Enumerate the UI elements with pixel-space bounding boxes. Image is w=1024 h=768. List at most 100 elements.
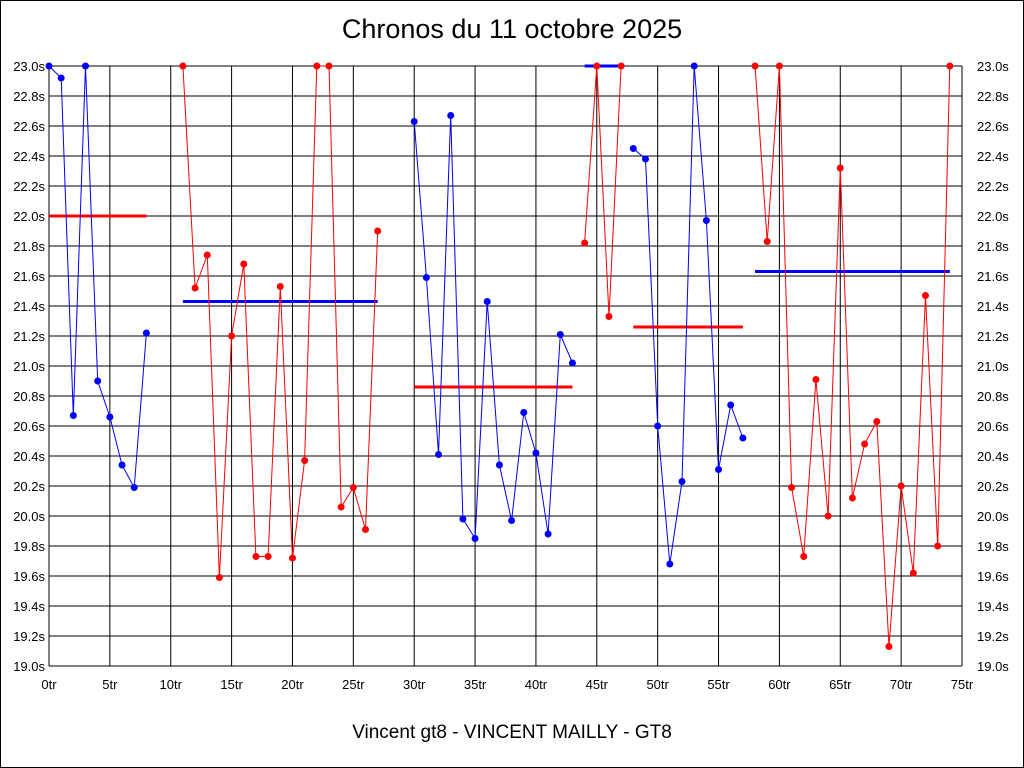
data-point: [106, 413, 114, 421]
data-point: [715, 466, 723, 473]
data-point: [325, 62, 333, 70]
data-point: [94, 377, 102, 385]
data-point: [301, 457, 309, 464]
data-point: [556, 331, 564, 338]
y-tick-label-right: 21.6s: [977, 269, 1009, 284]
y-tick-label-right: 19.2s: [977, 629, 1009, 644]
data-point: [739, 434, 747, 442]
data-point: [921, 292, 929, 299]
series-line: [48, 65, 147, 490]
y-tick-label: 22.2s: [13, 179, 45, 194]
y-tick-label: 23.0s: [13, 59, 45, 74]
y-tick-label-right: 21.8s: [977, 239, 1009, 254]
y-tick-label: 21.0s: [13, 359, 45, 374]
y-tick-label: 20.4s: [13, 449, 45, 464]
data-point: [836, 164, 844, 172]
data-point: [605, 313, 613, 320]
series-line: [182, 65, 379, 578]
data-point: [349, 484, 357, 491]
chart-title: Chronos du 11 octobre 2025: [341, 14, 683, 44]
x-tick-label: 30tr: [403, 677, 426, 692]
data-point: [751, 62, 759, 70]
y-tick-label: 19.8s: [13, 539, 45, 554]
data-point: [763, 238, 771, 245]
y-tick-label: 20.0s: [13, 509, 45, 524]
y-tick-label-right: 21.0s: [977, 359, 1009, 374]
data-point: [520, 409, 528, 416]
y-tick-label-right: 20.2s: [977, 479, 1009, 494]
y-tick-label-right: 22.6s: [977, 119, 1009, 134]
y-tick-label: 19.4s: [13, 599, 45, 614]
average-lines: [49, 64, 950, 389]
x-tick-label: 70tr: [890, 677, 913, 692]
y-tick-label: 21.4s: [13, 299, 45, 314]
data-point: [471, 535, 479, 542]
data-point: [654, 422, 662, 430]
data-point: [313, 62, 321, 70]
tick-labels: 19.0s 19.0s 19.2s 19.2s 19.4s 19.4s 19.6s 19.6s…: [13, 59, 1009, 692]
data-point: [934, 542, 942, 550]
y-tick-label: 21.6s: [13, 269, 45, 284]
y-tick-label-right: 20.6s: [977, 419, 1009, 434]
data-point: [264, 553, 272, 560]
data-point: [228, 332, 236, 340]
data-point: [848, 494, 856, 502]
x-tick-label: 10tr: [160, 677, 183, 692]
x-tick-label: 55tr: [707, 677, 730, 692]
x-tick-label: 20tr: [281, 677, 304, 692]
y-tick-label: 22.4s: [13, 149, 45, 164]
y-tick-label-right: 19.8s: [977, 539, 1009, 554]
data-point: [495, 461, 503, 469]
y-tick-label-right: 21.2s: [977, 329, 1009, 344]
data-point: [788, 484, 796, 491]
data-point: [824, 512, 832, 520]
data-point: [191, 284, 199, 292]
data-point: [641, 155, 649, 163]
x-tick-label: 60tr: [768, 677, 791, 692]
data-point: [483, 298, 491, 305]
data-point: [179, 62, 187, 70]
y-tick-label: 21.2s: [13, 329, 45, 344]
data-point: [678, 478, 686, 485]
data-point: [374, 227, 382, 235]
x-tick-label: 50tr: [646, 677, 669, 692]
data-point: [337, 503, 345, 511]
data-point: [288, 554, 296, 562]
data-point: [544, 530, 552, 538]
data-point: [69, 412, 77, 419]
y-tick-label-right: 23.0s: [977, 59, 1009, 74]
y-tick-label-right: 22.8s: [977, 89, 1009, 104]
data-point: [508, 517, 516, 524]
x-tick-label: 75tr: [951, 677, 974, 692]
data-point: [775, 62, 783, 70]
data-point: [702, 217, 710, 224]
data-point: [946, 62, 954, 70]
data-point: [459, 515, 467, 523]
data-point: [581, 239, 589, 247]
data-point: [617, 62, 625, 70]
x-tick-label: 15tr: [220, 677, 243, 692]
series-lines: [45, 62, 954, 650]
series-line: [632, 65, 744, 565]
y-tick-label-right: 22.0s: [977, 209, 1009, 224]
data-point: [57, 74, 65, 82]
y-tick-label: 20.8s: [13, 389, 45, 404]
y-tick-label-right: 20.4s: [977, 449, 1009, 464]
data-point: [532, 449, 540, 457]
data-point: [215, 574, 223, 581]
data-point: [812, 376, 820, 383]
x-tick-label: 45tr: [586, 677, 609, 692]
data-point: [252, 553, 260, 560]
series-line: [413, 115, 573, 541]
data-point: [142, 329, 150, 337]
data-point: [666, 560, 674, 568]
data-point: [861, 440, 869, 448]
data-point: [118, 461, 126, 469]
data-point: [82, 62, 90, 70]
data-point: [873, 418, 881, 425]
x-tick-label: 65tr: [829, 677, 852, 692]
y-tick-label-right: 19.4s: [977, 599, 1009, 614]
data-point: [800, 553, 808, 560]
data-point: [422, 274, 430, 281]
